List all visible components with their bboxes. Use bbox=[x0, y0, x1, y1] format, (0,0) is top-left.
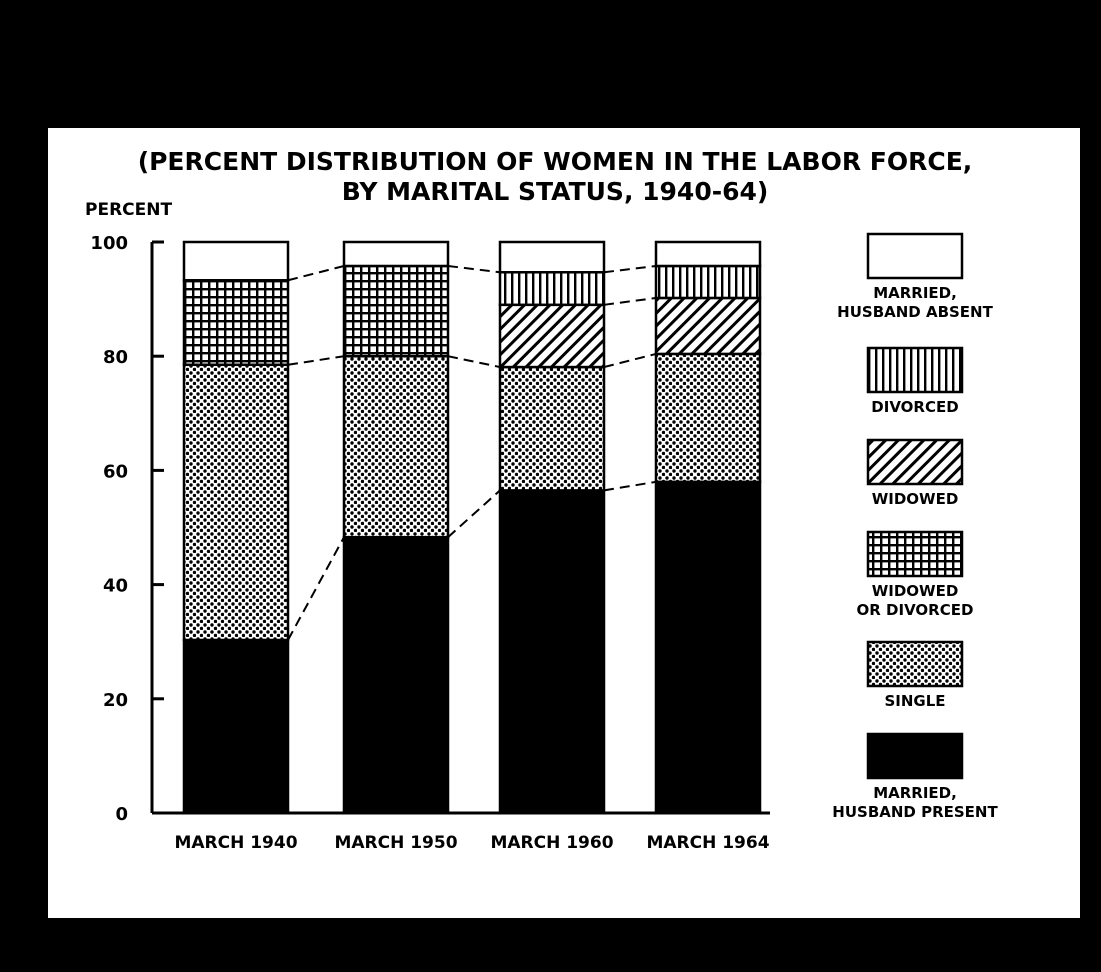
connector-line bbox=[603, 296, 657, 306]
bar-segment-wid-or-div bbox=[182, 279, 290, 367]
x-tick-label: MARCH 1960 bbox=[490, 833, 613, 853]
bar-segment-married-absent bbox=[182, 240, 290, 282]
bar-segment-married-present bbox=[654, 480, 762, 815]
connector-line bbox=[447, 355, 501, 369]
x-tick-label: MARCH 1940 bbox=[174, 833, 297, 853]
legend-label: DIVORCED bbox=[871, 398, 958, 416]
legend-swatch-divorced bbox=[866, 346, 964, 394]
bar-segment-widowed bbox=[654, 296, 762, 356]
bar-segment-divorced bbox=[498, 271, 606, 307]
connector-line bbox=[447, 264, 501, 274]
legend-swatch-married-absent bbox=[866, 232, 964, 280]
legend-swatch-wid-or-div bbox=[866, 530, 964, 578]
connector-line bbox=[603, 264, 657, 274]
bar-segment-married-present bbox=[182, 638, 290, 815]
connector-line bbox=[287, 536, 345, 641]
legend-swatch-widowed bbox=[866, 438, 964, 486]
connector-line bbox=[287, 265, 345, 282]
y-axis-label: PERCENT bbox=[85, 200, 172, 220]
chart-title-line2: BY MARITAL STATUS, 1940-64) bbox=[342, 177, 769, 206]
legend-swatch-single bbox=[866, 640, 964, 688]
legend-label: HUSBAND ABSENT bbox=[837, 303, 993, 321]
bar-segment-married-absent bbox=[654, 240, 762, 268]
legend-label: WIDOWED bbox=[872, 582, 959, 600]
bar-segment-single bbox=[182, 363, 290, 642]
bar-segment-single bbox=[654, 352, 762, 484]
y-tick-label: 100 bbox=[90, 233, 128, 254]
chart-title-line1: (PERCENT DISTRIBUTION OF WOMEN IN THE LA… bbox=[138, 147, 973, 176]
bar-segment-single bbox=[498, 365, 606, 492]
legend-label: SINGLE bbox=[884, 692, 945, 710]
bar-segment-married-present bbox=[342, 535, 450, 815]
bar-segment-single bbox=[342, 354, 450, 539]
bar-segment-widowed bbox=[498, 303, 606, 369]
legend-label: MARRIED, bbox=[873, 784, 957, 802]
bar-segment-married-absent bbox=[498, 240, 606, 274]
y-tick-label: 40 bbox=[103, 576, 128, 597]
y-tick-label: 0 bbox=[115, 804, 128, 825]
legend-label: OR DIVORCED bbox=[857, 601, 974, 619]
bar-segment-wid-or-div bbox=[342, 264, 450, 358]
connector-line bbox=[447, 489, 501, 538]
legend-label: MARRIED, bbox=[873, 284, 957, 302]
legend-label: HUSBAND PRESENT bbox=[832, 803, 998, 821]
bar-segment-married-absent bbox=[342, 240, 450, 268]
y-tick-label: 60 bbox=[103, 461, 128, 482]
bar-segment-married-present bbox=[498, 489, 606, 815]
connector-line bbox=[287, 355, 345, 366]
y-tick-label: 80 bbox=[103, 347, 128, 368]
legend-swatch-married-present bbox=[866, 732, 964, 780]
bar-segment-divorced bbox=[654, 264, 762, 300]
connector-line bbox=[603, 352, 657, 369]
connector-line bbox=[603, 480, 657, 492]
x-tick-label: MARCH 1950 bbox=[334, 833, 457, 853]
x-tick-label: MARCH 1964 bbox=[646, 833, 769, 853]
y-tick-label: 20 bbox=[103, 690, 128, 711]
legend-label: WIDOWED bbox=[872, 490, 959, 508]
